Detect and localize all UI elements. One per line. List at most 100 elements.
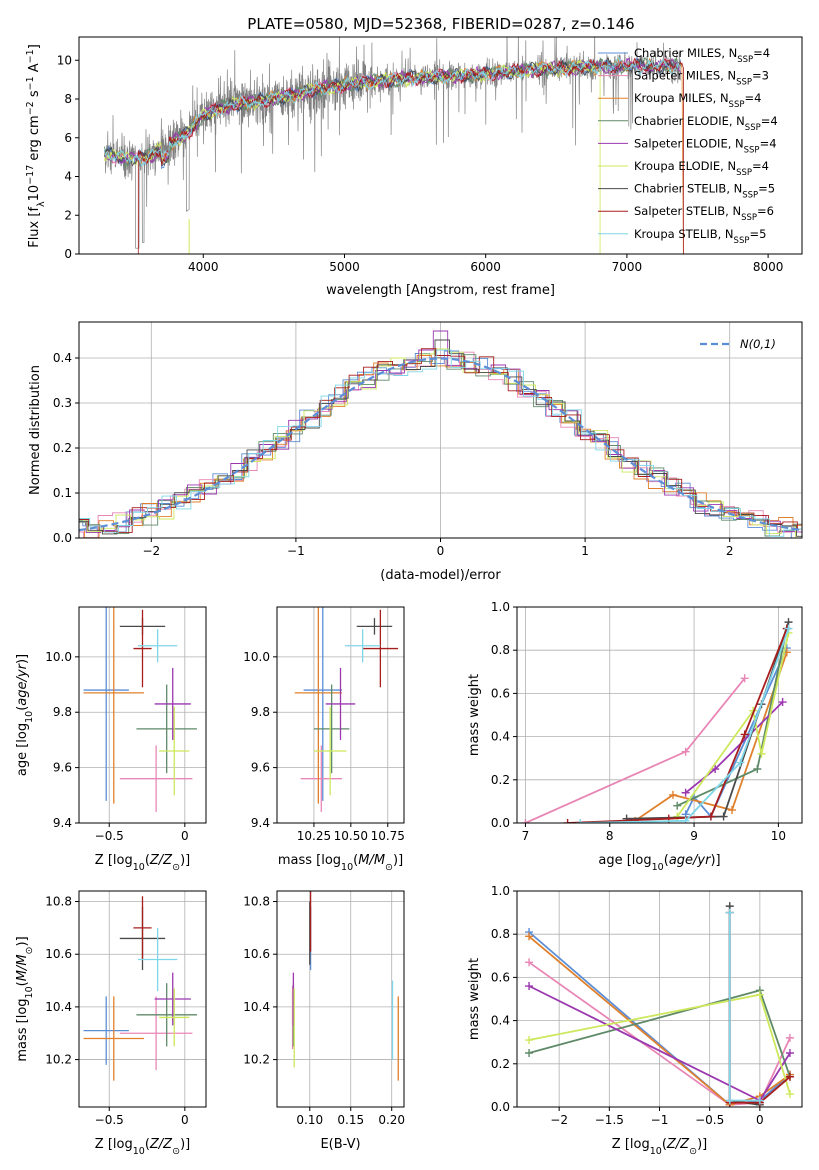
legend-tail: =5 <box>749 227 766 241</box>
plot-area <box>104 37 684 254</box>
y-axis-label: Normed distribution <box>28 365 43 495</box>
model-spectrum <box>137 57 684 254</box>
legend-tail: =4 <box>752 159 769 173</box>
x-tick-label: 6000 <box>470 260 501 274</box>
y-tick-label: 9.8 <box>53 705 72 719</box>
x-tick-label: 4000 <box>188 260 219 274</box>
x-tick-label: −1 <box>651 1113 669 1127</box>
model-spectrum <box>104 57 684 254</box>
series-marker <box>681 747 690 756</box>
legend-label: Chabrier STELIB, N <box>634 182 742 196</box>
y-tick-label: 0.4 <box>53 351 72 365</box>
label-part: Z/Z <box>149 853 173 868</box>
x-axis-label: mass [log10(M/M⊙)] <box>278 853 403 873</box>
y-tick-label: 0 <box>64 247 72 261</box>
y-axis-label: age [log10(age/yr)] <box>15 654 35 776</box>
label-part: 10 <box>24 711 35 723</box>
x-tick-label: −1.5 <box>595 1113 624 1127</box>
x-tick-label: 2 <box>726 544 734 558</box>
panel-residuals: −2 −1 0 1 2 0.0 0.1 0.2 0.3 0.4 N(0,1) (data-model)… <box>28 321 803 583</box>
label-part: 10 <box>341 862 353 873</box>
x-axis-label: (data-model)/error <box>380 568 501 583</box>
legend-entry: Chabrier MILES, NSSP=4 <box>634 46 770 65</box>
label-part: M/M <box>358 853 385 868</box>
y-tick-label: 8 <box>64 92 72 106</box>
y-tick-label: 9.4 <box>251 816 270 830</box>
axes-frame <box>516 890 803 1108</box>
data-point <box>159 988 190 1047</box>
axes-frame <box>78 890 207 1108</box>
y-tick-label: 9.6 <box>53 761 72 775</box>
x-tick-label: 8000 <box>753 260 784 274</box>
series-marker <box>785 1072 794 1081</box>
series-line <box>684 647 788 819</box>
series-line <box>676 632 790 818</box>
series-marker <box>673 812 682 821</box>
data-point <box>154 972 191 1026</box>
y-tick-label: 10.6 <box>243 947 270 961</box>
label-part: mass [log <box>278 853 341 868</box>
axes-frame <box>276 890 405 1108</box>
y-tick-label: 9.8 <box>251 705 270 719</box>
series-marker <box>711 765 720 773</box>
data-point <box>137 927 178 992</box>
data-point <box>136 684 197 774</box>
y-tick-label: 6 <box>64 131 72 145</box>
legend-tail: =4 <box>760 136 777 150</box>
x-tick-label: 0 <box>181 1113 189 1127</box>
series-marker <box>525 1036 534 1045</box>
label-part: )] <box>710 853 720 868</box>
y-tick-label: 0.0 <box>491 816 510 830</box>
x-axis-label: Z [log10(Z/Z⊙)] <box>95 853 190 873</box>
series-line <box>728 906 761 1106</box>
series-marker <box>785 1033 794 1042</box>
y-tick-label: 0.0 <box>53 531 72 545</box>
data-point <box>154 667 191 740</box>
legend-label: Salpeter STELIB, N <box>634 204 741 218</box>
label-part: ⊙ <box>24 947 35 955</box>
residual-histogram <box>79 351 802 538</box>
y-label-part: erg cm <box>27 115 42 164</box>
label-part: age/yr <box>15 662 30 705</box>
x-tick-label: 9 <box>690 829 698 843</box>
series-marker <box>719 812 728 821</box>
legend-entry: Salpeter STELIB, NSSP=6 <box>634 204 774 223</box>
legend-label: Chabrier ELODIE, N <box>634 114 745 128</box>
legend-entry: Chabrier ELODIE, NSSP=4 <box>634 114 778 133</box>
data-point <box>356 618 393 635</box>
legend-sub: SSP <box>744 145 760 155</box>
label-part: 10 <box>133 1146 145 1157</box>
y-tick-label: 0.4 <box>491 1014 510 1028</box>
x-tick-label: −2 <box>142 544 160 558</box>
series-marker <box>785 1090 794 1099</box>
label-part: 10 <box>24 986 35 998</box>
legend-entry: Salpeter ELODIE, NSSP=4 <box>634 136 777 155</box>
series-marker <box>563 819 572 823</box>
series-marker <box>521 819 530 823</box>
legend-entry: Chabrier STELIB, NSSP=5 <box>634 182 775 201</box>
y-axis-label: mass weight <box>467 958 482 1040</box>
data-point <box>119 745 193 812</box>
series-marker <box>525 958 534 967</box>
data-point <box>159 706 190 796</box>
x-axis-label: wavelength [Angstrom, rest frame] <box>326 283 555 298</box>
series-line <box>528 961 791 1106</box>
series-marker <box>525 1049 534 1057</box>
legend-label: Kroupa MILES, N <box>634 91 729 105</box>
series-8 <box>725 908 764 1105</box>
series-6 <box>725 902 764 1107</box>
series-marker <box>668 790 677 799</box>
legend-tail: =4 <box>744 91 761 105</box>
legend-label: Kroupa ELODIE, N <box>634 159 736 173</box>
legend-label: Salpeter ELODIE, N <box>634 136 744 150</box>
axes-frame <box>78 36 803 255</box>
plot-area <box>83 607 197 812</box>
label-part: ( <box>15 706 30 711</box>
y-tick-label: 10.0 <box>45 650 72 664</box>
series-marker <box>681 788 690 797</box>
y-label-part: ] <box>27 44 42 49</box>
x-axis-label: age [log10(age/yr)] <box>598 853 720 873</box>
label-part: ( <box>353 853 358 868</box>
